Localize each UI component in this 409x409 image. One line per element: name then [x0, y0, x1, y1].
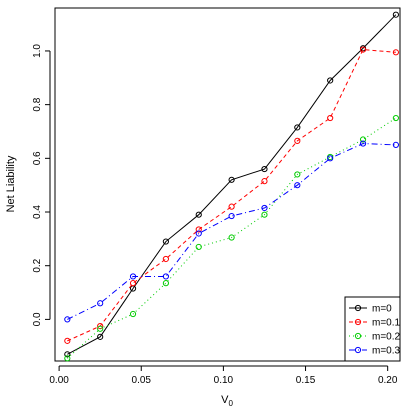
y-tick-label: 0.2: [32, 258, 43, 272]
data-point: [261, 178, 268, 185]
data-point: [359, 140, 367, 147]
legend-marker: [354, 332, 362, 340]
data-point: [64, 355, 71, 362]
x-axis-title-subscript: 0: [228, 399, 233, 408]
legend-label: m=0.3: [372, 346, 401, 357]
data-point: [294, 124, 301, 131]
data-point: [228, 212, 235, 220]
data-point: [294, 171, 301, 178]
data-point: [359, 46, 367, 53]
data-point: [228, 234, 235, 241]
data-point: [195, 226, 202, 233]
series-m=0.2: [64, 114, 399, 362]
x-tick-label: 0.05: [132, 375, 152, 386]
x-axis: 0.00 0.05 0.10 0.15 0.20: [49, 365, 398, 386]
y-axis: 0.0 0.2 0.4 0.6 0.8 1.0: [32, 44, 51, 326]
series-layer: [64, 11, 399, 362]
series-line: [67, 49, 396, 342]
data-point: [327, 77, 334, 84]
data-point: [129, 310, 137, 318]
legend-label: m=0.1: [372, 318, 401, 329]
legend: m=0 m=0.1 m=0.2 m=0.3: [344, 296, 401, 362]
data-point: [162, 255, 169, 263]
data-point: [294, 137, 301, 144]
legend-label: m=0: [372, 304, 392, 315]
data-point: [261, 165, 268, 173]
legend-marker: [354, 318, 362, 326]
y-tick-label: 0.0: [32, 312, 43, 326]
legend-item: m=0.1: [349, 318, 401, 329]
data-point: [359, 136, 367, 143]
legend-item: m=0: [349, 304, 392, 315]
data-point: [392, 141, 399, 149]
data-point: [162, 238, 169, 245]
legend-item: m=0.3: [349, 346, 401, 357]
data-point: [195, 211, 202, 218]
data-point: [327, 155, 334, 162]
x-tick-label: 0.00: [49, 375, 69, 386]
data-point: [228, 176, 235, 183]
data-point: [261, 211, 268, 218]
data-point: [228, 203, 235, 210]
data-point: [97, 325, 104, 332]
data-point: [392, 11, 399, 18]
data-point: [392, 114, 399, 122]
y-tick-label: 0.8: [32, 97, 43, 111]
data-point: [129, 280, 137, 287]
legend-label: m=0.2: [372, 332, 401, 343]
y-tick-label: 1.0: [32, 44, 43, 58]
data-point: [392, 49, 399, 56]
series-m=0.1: [64, 46, 399, 344]
x-tick-label: 0.15: [296, 375, 316, 386]
series-m=0: [64, 11, 399, 358]
legend-item: m=0.2: [349, 332, 401, 343]
plot-frame: [54, 7, 401, 362]
x-axis-title: V0: [221, 394, 233, 408]
data-point: [97, 300, 104, 307]
legend-marker: [354, 304, 362, 312]
data-point: [129, 273, 137, 280]
data-point: [64, 351, 71, 358]
data-point: [195, 243, 202, 251]
y-tick-label: 0.6: [32, 151, 43, 165]
data-point: [294, 182, 301, 189]
data-point: [327, 114, 334, 122]
x-tick-label: 0.20: [378, 375, 398, 386]
data-point: [162, 273, 169, 280]
series-m=0.3: [64, 140, 399, 323]
y-tick-label: 0.4: [32, 205, 43, 219]
series-line: [66, 117, 397, 359]
x-tick-label: 0.10: [214, 375, 234, 386]
data-point: [195, 230, 202, 237]
series-line: [67, 14, 397, 355]
data-point: [64, 316, 71, 323]
legend-marker: [354, 346, 362, 354]
series-line: [67, 143, 396, 320]
data-point: [162, 280, 169, 287]
data-point: [261, 204, 268, 212]
y-axis-title: Net Liability: [5, 155, 17, 212]
data-point: [64, 337, 71, 344]
data-point: [97, 333, 104, 340]
